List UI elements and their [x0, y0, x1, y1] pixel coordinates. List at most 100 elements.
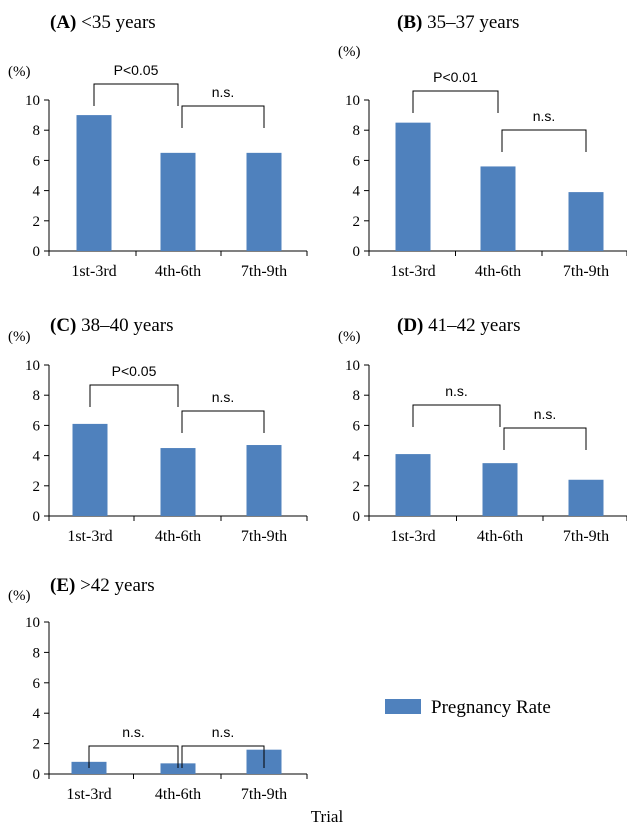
significance-label: n.s. [122, 724, 145, 740]
y-tick-label: 8 [353, 388, 361, 404]
y-tick-label: 2 [33, 479, 41, 495]
bar [76, 115, 112, 251]
x-tick-label: 7th-9th [241, 528, 287, 545]
significance-label: P<0.05 [112, 363, 157, 379]
bar [568, 479, 604, 516]
significance-label: n.s. [212, 389, 235, 405]
bar [160, 448, 196, 516]
bar [246, 152, 282, 251]
x-tick-label: 7th-9th [563, 263, 609, 280]
y-tick-label: 2 [33, 737, 41, 753]
bar [160, 152, 196, 251]
y-tick-label: 6 [33, 153, 41, 169]
panel-title-text: 41–42 years [428, 315, 520, 336]
significance-bracket [89, 384, 179, 407]
x-tick-label: 1st-3rd [67, 528, 112, 545]
legend: Pregnancy Rate [385, 697, 551, 718]
y-tick-label: 10 [25, 93, 40, 109]
bar [72, 423, 108, 516]
y-tick-label: 4 [353, 449, 361, 465]
bar [482, 463, 518, 516]
y-tick-label: 6 [33, 676, 41, 692]
y-tick-label: 2 [33, 214, 41, 230]
significance-bracket [412, 90, 499, 113]
panel-title-text: <35 years [81, 12, 156, 33]
panel-letter: (E) [50, 575, 75, 596]
significance-bracket [93, 83, 179, 106]
significance-bracket [501, 129, 587, 152]
x-tick-label: 7th-9th [563, 528, 609, 545]
y-tick-label: 4 [353, 184, 361, 200]
y-tick-label: 2 [353, 479, 361, 495]
x-tick-label: 4th-6th [155, 528, 201, 545]
significance-label: n.s. [212, 724, 235, 740]
significance-label: P<0.01 [433, 69, 478, 85]
x-tick-label: 4th-6th [477, 528, 523, 545]
y-unit-label: (%) [338, 329, 361, 345]
y-tick-label: 4 [33, 184, 41, 200]
bar [480, 166, 516, 251]
y-tick-label: 10 [25, 615, 40, 631]
y-tick-label: 0 [353, 509, 361, 525]
y-tick-label: 4 [33, 449, 41, 465]
x-tick-label: 7th-9th [241, 786, 287, 803]
legend-swatch [385, 699, 421, 714]
panel-title-text: 35–37 years [427, 12, 519, 33]
bar [246, 445, 282, 516]
y-unit-label: (%) [8, 64, 31, 80]
x-tick-label: 4th-6th [155, 786, 201, 803]
y-tick-label: 8 [33, 123, 41, 139]
y-tick-label: 2 [353, 214, 361, 230]
panel-b: (B) 35–37 years (%) 0 2 4 6 8 10 1st-3rd 4th-6th 7… [338, 12, 627, 280]
significance-bracket [88, 745, 179, 768]
bar [160, 763, 196, 774]
bar [395, 454, 431, 516]
significance-label: n.s. [212, 84, 235, 100]
y-tick-label: 0 [33, 244, 41, 260]
panel-letter: (B) [397, 12, 422, 33]
panel-a: (A) <35 years (%) 0 2 4 6 8 10 1st-3rd 4th-6th 7th… [8, 12, 308, 280]
panel-title: (B) 35–37 years [397, 12, 519, 33]
panel-title: (D) 41–42 years [397, 315, 520, 336]
panel-d: (D) 41–42 years (%) 0 2 4 6 8 10 1st-3rd 4th-6th 7… [338, 315, 627, 545]
y-tick-label: 10 [345, 358, 360, 374]
y-tick-label: 4 [33, 706, 41, 722]
panel-c: (C) 38–40 years (%) 0 2 4 6 8 10 1st-3rd 4th-6th 7… [8, 315, 308, 545]
panel-letter: (D) [397, 315, 423, 336]
y-tick-label: 10 [25, 358, 40, 374]
significance-bracket [181, 410, 265, 433]
x-tick-label: 1st-3rd [71, 263, 116, 280]
panel-title: (A) <35 years [50, 12, 156, 33]
y-tick-label: 0 [353, 244, 361, 260]
y-tick-label: 10 [345, 93, 360, 109]
y-unit-label: (%) [8, 588, 31, 604]
bar [568, 192, 604, 251]
panel-letter: (A) [50, 12, 76, 33]
significance-bracket [412, 404, 501, 427]
x-tick-label: 4th-6th [475, 263, 521, 280]
y-tick-label: 0 [33, 767, 41, 783]
y-tick-label: 8 [33, 645, 41, 661]
panel-title-text: 38–40 years [81, 315, 173, 336]
bar [395, 122, 431, 252]
x-tick-label: 7th-9th [241, 263, 287, 280]
y-tick-label: 6 [33, 418, 41, 434]
x-tick-label: 1st-3rd [390, 263, 435, 280]
y-unit-label: (%) [338, 44, 361, 60]
y-tick-label: 8 [33, 388, 41, 404]
panel-title: (C) 38–40 years [50, 315, 173, 336]
significance-bracket [181, 745, 265, 768]
significance-bracket [181, 105, 265, 128]
y-tick-label: 8 [353, 123, 361, 139]
panel-title: (E) >42 years [50, 575, 155, 596]
significance-label: n.s. [533, 108, 556, 124]
x-tick-label: 1st-3rd [66, 786, 111, 803]
y-tick-label: 6 [353, 418, 361, 434]
panel-letter: (C) [50, 315, 76, 336]
significance-label: n.s. [534, 406, 557, 422]
significance-label: P<0.05 [114, 62, 159, 78]
significance-label: n.s. [445, 383, 468, 399]
x-tick-label: 4th-6th [155, 263, 201, 280]
y-tick-label: 0 [33, 509, 41, 525]
